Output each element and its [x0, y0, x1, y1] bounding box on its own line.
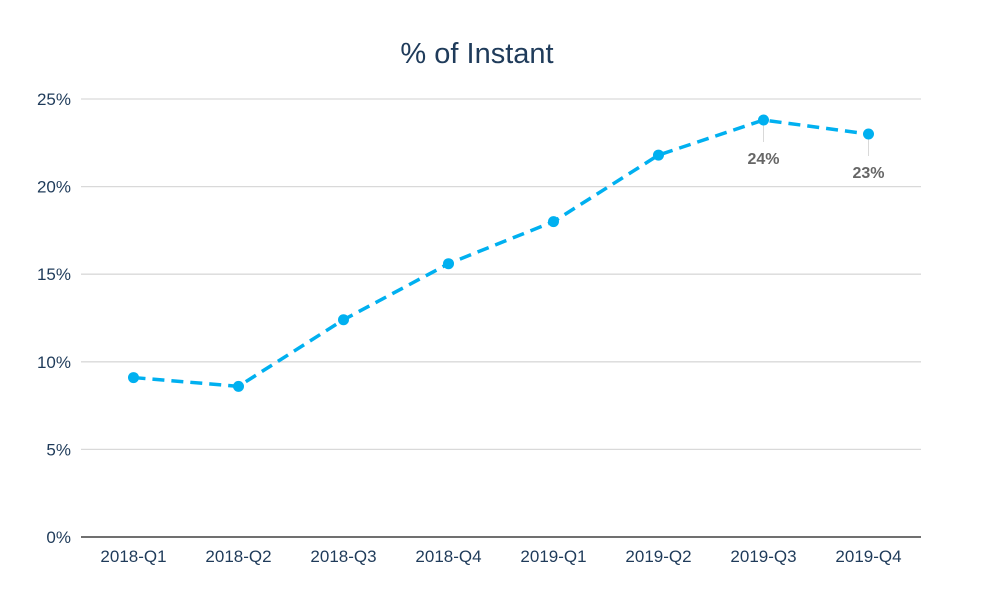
y-tick-label: 25% — [37, 90, 71, 109]
data-point — [233, 380, 244, 392]
x-tick-label: 2019-Q2 — [625, 547, 691, 566]
gridlines — [81, 98, 921, 451]
data-point — [653, 149, 664, 161]
data-point — [758, 114, 769, 126]
y-tick-label: 20% — [37, 178, 71, 197]
series-line — [133, 118, 869, 389]
series-instant — [128, 114, 874, 392]
x-tick-label: 2019-Q3 — [730, 547, 796, 566]
data-label: 23% — [852, 165, 884, 182]
data-point — [863, 128, 874, 140]
data-point — [338, 314, 349, 326]
y-tick-label: 10% — [37, 353, 71, 372]
y-tick-label: 15% — [37, 265, 71, 284]
x-tick-label: 2018-Q4 — [415, 547, 481, 566]
x-tick-label: 2018-Q3 — [310, 547, 376, 566]
chart-title: % of Instant — [400, 38, 553, 70]
data-point — [128, 372, 139, 384]
data-labels: 24% 23% — [747, 151, 884, 182]
data-label-leaders — [763, 125, 869, 157]
x-tick-label: 2018-Q2 — [205, 547, 271, 566]
x-tick-label: 2018-Q1 — [100, 547, 166, 566]
data-label: 24% — [747, 151, 779, 168]
data-point — [443, 258, 454, 270]
data-point — [548, 216, 559, 228]
x-tick-label: 2019-Q1 — [520, 547, 586, 566]
y-axis-ticks: 0% 5% 10% 15% 20% 25% — [37, 90, 71, 547]
x-tick-label: 2019-Q4 — [835, 547, 901, 566]
x-axis-ticks: 2018-Q1 2018-Q2 2018-Q3 2018-Q4 2019-Q1 2019-… — [100, 547, 901, 566]
y-tick-label: 5% — [46, 440, 71, 459]
y-tick-label: 0% — [46, 528, 71, 547]
